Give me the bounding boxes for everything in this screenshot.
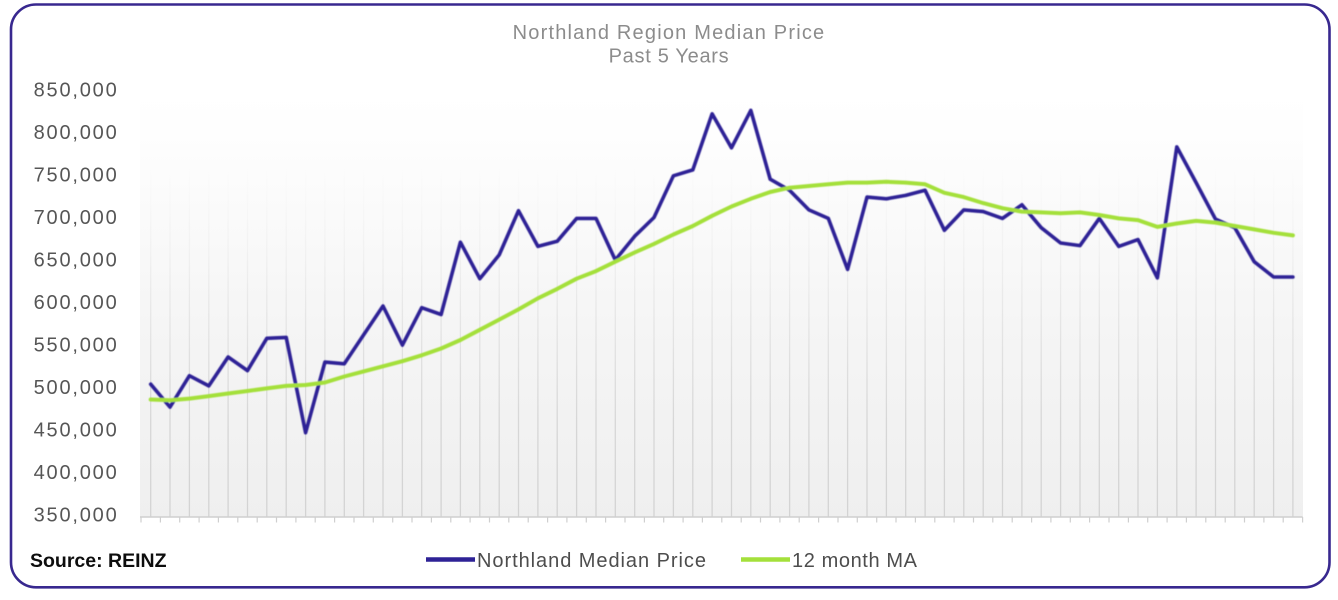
svg-text:850,000: 850,000 [34,80,119,102]
svg-text:400,000: 400,000 [34,462,119,484]
svg-text:450,000: 450,000 [34,420,119,442]
svg-text:Source: REINZ: Source: REINZ [30,550,167,572]
svg-text:350,000: 350,000 [34,505,119,527]
svg-text:650,000: 650,000 [34,250,119,272]
svg-text:500,000: 500,000 [34,377,119,399]
svg-text:Past 5 Years: Past 5 Years [609,46,730,68]
svg-text:12 month MA: 12 month MA [792,550,918,572]
svg-text:Northland Median Price: Northland Median Price [477,550,707,572]
svg-text:550,000: 550,000 [34,335,119,357]
svg-text:700,000: 700,000 [34,207,119,229]
svg-text:600,000: 600,000 [34,292,119,314]
svg-text:Northland Region Median Price: Northland Region Median Price [513,22,826,44]
svg-text:800,000: 800,000 [34,122,119,144]
svg-text:750,000: 750,000 [34,165,119,187]
